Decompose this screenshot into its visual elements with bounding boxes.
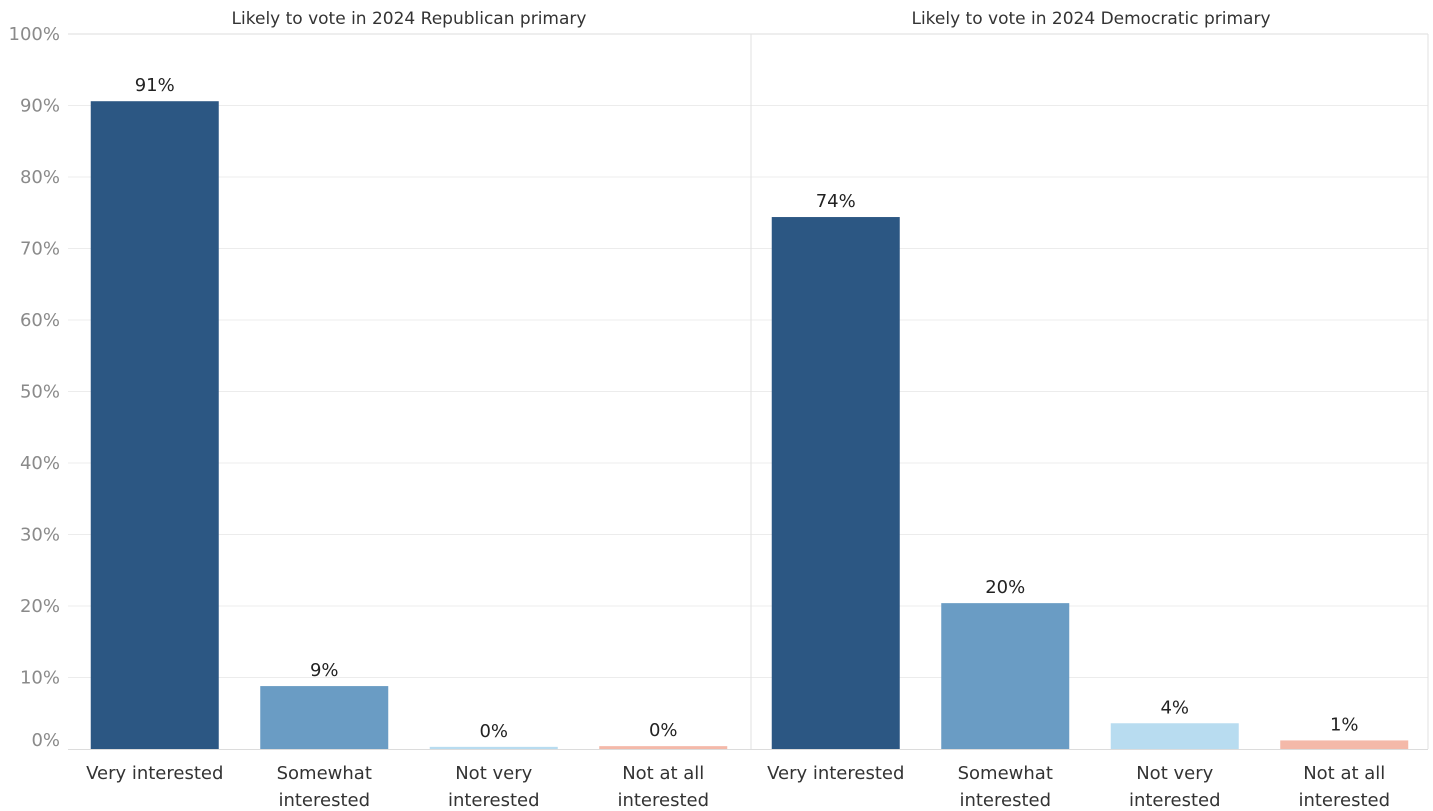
x-category-label: Somewhat xyxy=(277,763,372,784)
y-tick-label: 100% xyxy=(9,24,60,45)
bar xyxy=(1110,723,1239,749)
y-tick-label: 0% xyxy=(31,730,60,751)
gridlines xyxy=(68,33,1429,750)
data-label: 74% xyxy=(816,191,856,212)
y-tick-label: 70% xyxy=(20,239,60,260)
x-category-label: Not at all xyxy=(622,763,704,784)
bar xyxy=(599,746,728,749)
y-tick-label: 90% xyxy=(20,96,60,117)
y-tick-label: 60% xyxy=(20,310,60,331)
data-label: 0% xyxy=(479,721,508,742)
bar xyxy=(1280,740,1409,749)
panel-title: Likely to vote in 2024 Democratic primar… xyxy=(911,9,1270,29)
y-tick-label: 30% xyxy=(20,525,60,546)
x-category-label: interested xyxy=(448,790,540,811)
panel-title: Likely to vote in 2024 Republican primar… xyxy=(232,9,587,29)
x-category-label: interested xyxy=(278,790,370,811)
data-label: 1% xyxy=(1330,714,1359,735)
y-tick-label: 40% xyxy=(20,453,60,474)
x-category-label: Not at all xyxy=(1303,763,1385,784)
x-category-label: Very interested xyxy=(86,763,223,784)
chart-panels: Likely to vote in 2024 Republican primar… xyxy=(86,9,1409,811)
panel-democratic: Likely to vote in 2024 Democratic primar… xyxy=(767,9,1409,811)
y-tick-label: 20% xyxy=(20,596,60,617)
y-tick-label: 80% xyxy=(20,167,60,188)
data-label: 0% xyxy=(649,720,678,741)
x-category-label: Somewhat xyxy=(958,763,1053,784)
data-label: 20% xyxy=(985,577,1025,598)
x-category-label: Not very xyxy=(1136,763,1213,784)
x-category-label: Very interested xyxy=(767,763,904,784)
x-category-label: interested xyxy=(1129,790,1221,811)
data-label: 91% xyxy=(135,75,175,96)
bar xyxy=(941,603,1070,749)
y-tick-label: 10% xyxy=(20,668,60,689)
data-label: 4% xyxy=(1160,697,1189,718)
y-axis-ticks: 0% 10% 20% 30% 40% 50% 60% 70% 80% 90% 100% xyxy=(9,24,60,751)
data-label: 9% xyxy=(310,660,339,681)
bar xyxy=(90,101,219,749)
bar xyxy=(260,686,389,749)
x-category-label: Not very xyxy=(455,763,532,784)
y-tick-label: 50% xyxy=(20,382,60,403)
x-category-label: interested xyxy=(617,790,709,811)
panel-republican: Likely to vote in 2024 Republican primar… xyxy=(86,9,728,811)
bar xyxy=(429,746,558,749)
x-category-label: interested xyxy=(959,790,1051,811)
bar xyxy=(771,217,900,750)
x-category-label: interested xyxy=(1298,790,1390,811)
